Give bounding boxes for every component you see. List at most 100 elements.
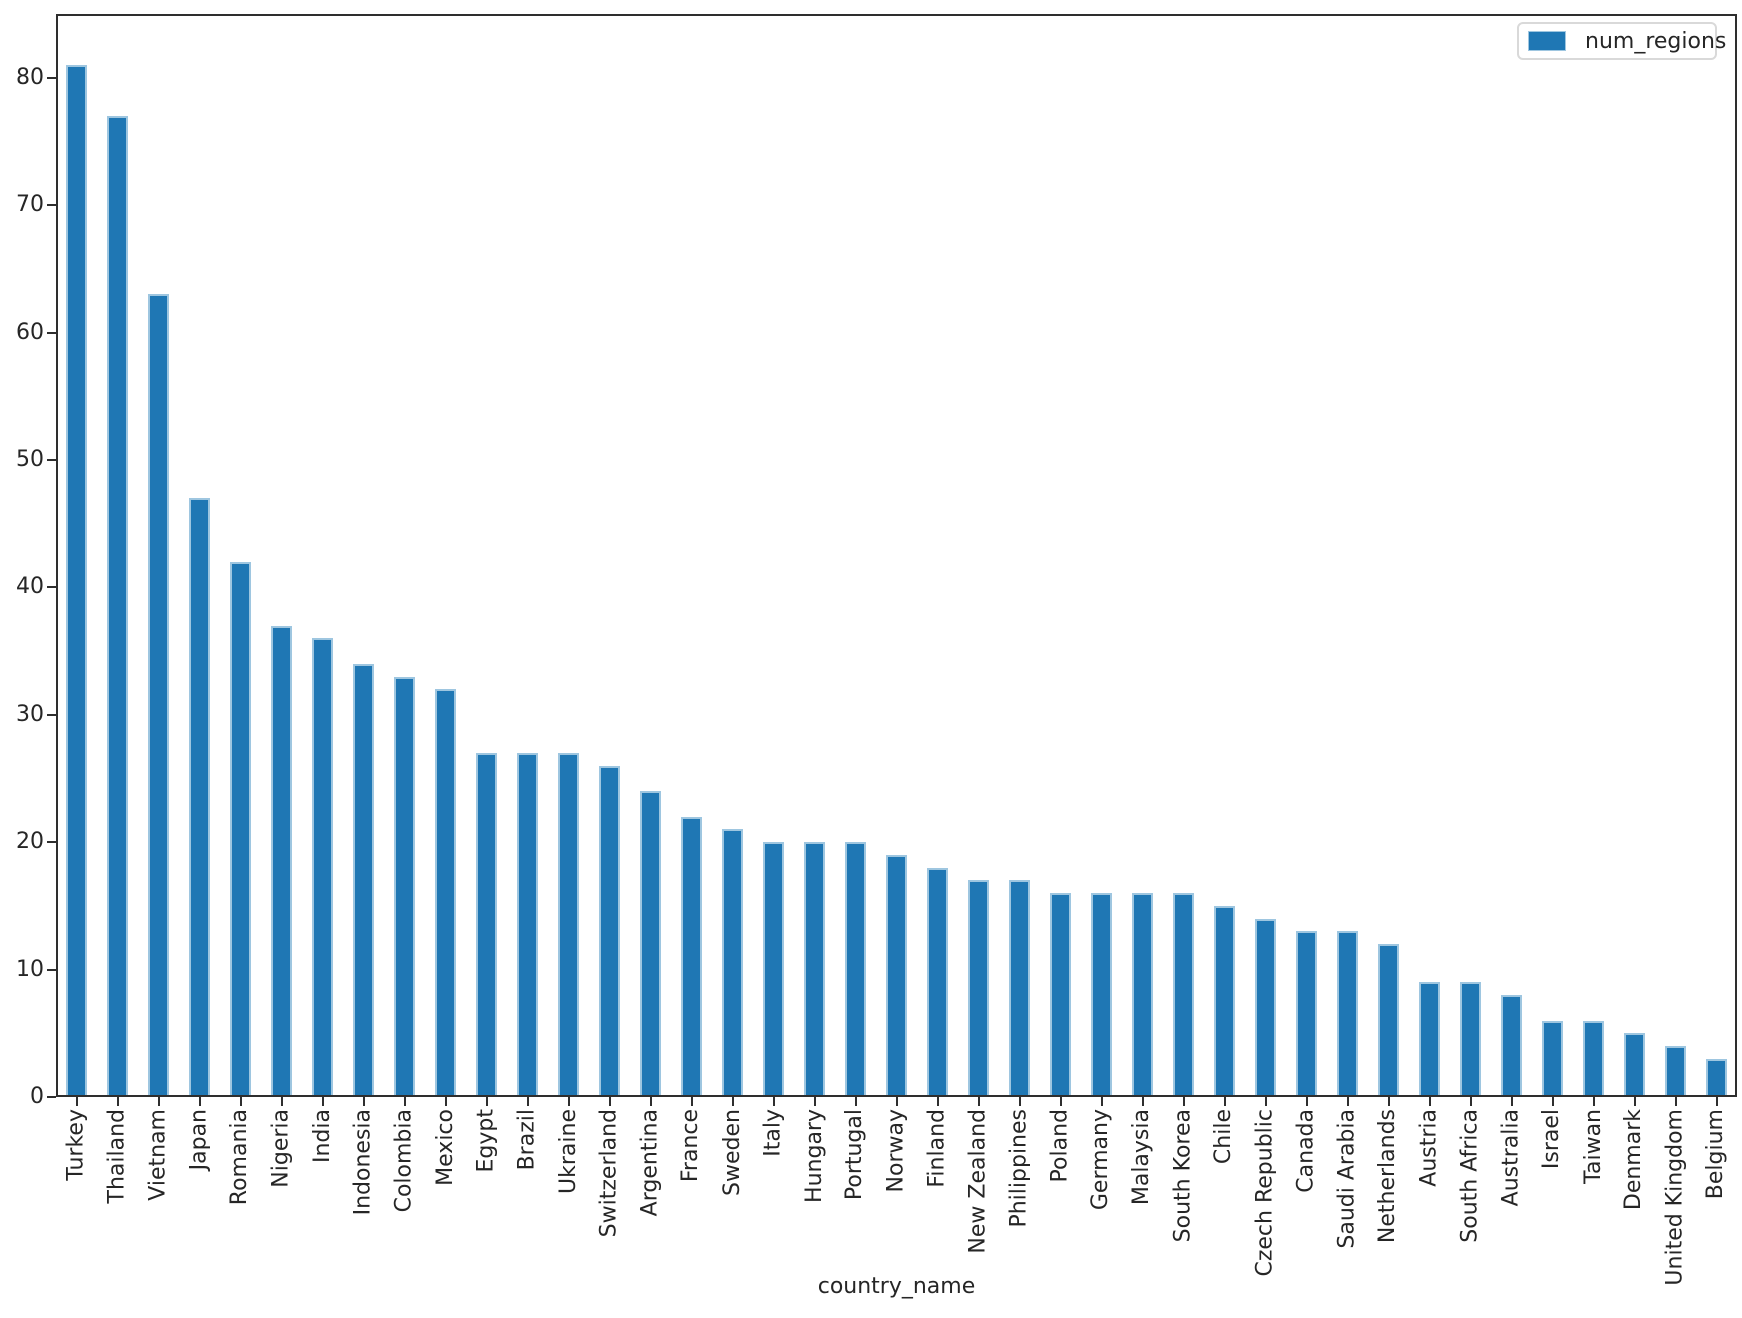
bar <box>1501 995 1522 1097</box>
x-tick-mark <box>1182 1097 1185 1106</box>
x-tick-mark <box>1264 1097 1267 1106</box>
x-axis-tick-label: Hungary <box>801 1109 827 1203</box>
bar <box>722 829 743 1097</box>
bar <box>1214 905 1235 1097</box>
x-tick-mark <box>1100 1097 1103 1106</box>
x-axis-tick-label: Canada <box>1293 1109 1319 1193</box>
x-tick-mark <box>157 1097 160 1106</box>
bar <box>1255 918 1276 1097</box>
x-axis-tick-label: Romania <box>227 1109 253 1206</box>
x-tick-mark <box>1141 1097 1144 1106</box>
y-tick-mark <box>47 204 56 207</box>
x-tick-mark <box>854 1097 857 1106</box>
x-axis-tick-label: Argentina <box>637 1109 663 1217</box>
y-tick-mark <box>47 458 56 461</box>
x-tick-mark <box>813 1097 816 1106</box>
y-axis-tick-label: 20 <box>16 829 44 855</box>
y-axis-tick-label: 40 <box>16 574 44 600</box>
x-tick-mark <box>526 1097 529 1106</box>
y-axis-tick-label: 10 <box>16 956 44 982</box>
x-tick-mark <box>1018 1097 1021 1106</box>
x-axis-tick-label: Belgium <box>1703 1109 1729 1200</box>
x-tick-mark <box>1715 1097 1718 1106</box>
y-axis-tick-label: 30 <box>16 701 44 727</box>
x-axis-tick-label: Italy <box>760 1109 786 1157</box>
x-axis-tick-label: Finland <box>924 1109 950 1188</box>
x-tick-mark <box>649 1097 652 1106</box>
y-axis-tick-label: 60 <box>16 319 44 345</box>
bar <box>804 842 825 1097</box>
x-axis-tick-label: Poland <box>1047 1109 1073 1183</box>
x-tick-mark <box>1674 1097 1677 1106</box>
bar <box>435 689 456 1097</box>
bar <box>1542 1020 1563 1097</box>
bar <box>517 753 538 1097</box>
bar <box>1706 1058 1727 1097</box>
y-tick-mark <box>47 76 56 79</box>
bar <box>1337 931 1358 1097</box>
x-axis-tick-label: United Kingdom <box>1662 1109 1688 1286</box>
x-axis-tick-label: Saudi Arabia <box>1334 1109 1360 1249</box>
bar <box>927 867 948 1097</box>
bar <box>1296 931 1317 1097</box>
y-tick-mark <box>47 841 56 844</box>
x-tick-mark <box>608 1097 611 1106</box>
bar <box>1009 880 1030 1097</box>
x-axis-tick-label: Ukraine <box>555 1109 581 1194</box>
x-axis-tick-label: Mexico <box>432 1109 458 1186</box>
bar <box>312 638 333 1097</box>
bar <box>1378 944 1399 1097</box>
x-tick-mark <box>1059 1097 1062 1106</box>
bar <box>271 625 292 1097</box>
x-axis-tick-label: Denmark <box>1621 1109 1647 1211</box>
x-tick-mark <box>280 1097 283 1106</box>
x-axis-tick-label: Vietnam <box>145 1109 171 1201</box>
legend-label: num_regions <box>1585 28 1727 54</box>
x-axis-tick-label: Taiwan <box>1580 1109 1606 1184</box>
x-tick-mark <box>1305 1097 1308 1106</box>
x-axis-tick-label: Czech Republic <box>1252 1109 1278 1277</box>
bar <box>599 765 620 1097</box>
legend-swatch-icon <box>1528 31 1566 51</box>
x-tick-mark <box>690 1097 693 1106</box>
x-axis-tick-label: Nigeria <box>268 1109 294 1188</box>
bar <box>558 753 579 1097</box>
x-axis-tick-label: Switzerland <box>596 1109 622 1238</box>
x-axis-tick-label: Australia <box>1498 1109 1524 1207</box>
bar <box>476 753 497 1097</box>
x-axis-tick-label: Turkey <box>63 1109 89 1181</box>
x-tick-mark <box>239 1097 242 1106</box>
x-axis-tick-label: Philippines <box>1006 1109 1032 1228</box>
bar <box>230 561 251 1097</box>
x-tick-mark <box>1592 1097 1595 1106</box>
x-axis-tick-label: Portugal <box>842 1109 868 1201</box>
bar <box>640 791 661 1097</box>
bar <box>886 854 907 1097</box>
y-tick-mark <box>47 713 56 716</box>
x-axis-title: country_name <box>817 1274 976 1299</box>
bar <box>353 663 374 1097</box>
x-axis-tick-label: South Africa <box>1457 1109 1483 1243</box>
x-tick-mark <box>1551 1097 1554 1106</box>
x-axis-tick-label: Chile <box>1211 1109 1237 1165</box>
x-axis-tick-label: Malaysia <box>1129 1109 1155 1206</box>
x-tick-mark <box>936 1097 939 1106</box>
y-tick-mark <box>47 968 56 971</box>
y-axis-tick-label: 70 <box>16 192 44 218</box>
bar <box>763 842 784 1097</box>
y-axis-tick-label: 0 <box>30 1084 44 1109</box>
x-axis-tick-label: Austria <box>1416 1109 1442 1187</box>
bar <box>1624 1033 1645 1097</box>
x-axis-tick-label: Colombia <box>391 1109 417 1213</box>
bar <box>107 115 128 1097</box>
x-axis-tick-label: Israel <box>1539 1109 1565 1170</box>
bar <box>1050 893 1071 1097</box>
bar <box>1091 893 1112 1097</box>
legend: num_regions <box>1517 22 1726 60</box>
x-axis-tick-label: Japan <box>186 1109 212 1171</box>
x-tick-mark <box>198 1097 201 1106</box>
bar <box>845 842 866 1097</box>
bar <box>1460 982 1481 1097</box>
